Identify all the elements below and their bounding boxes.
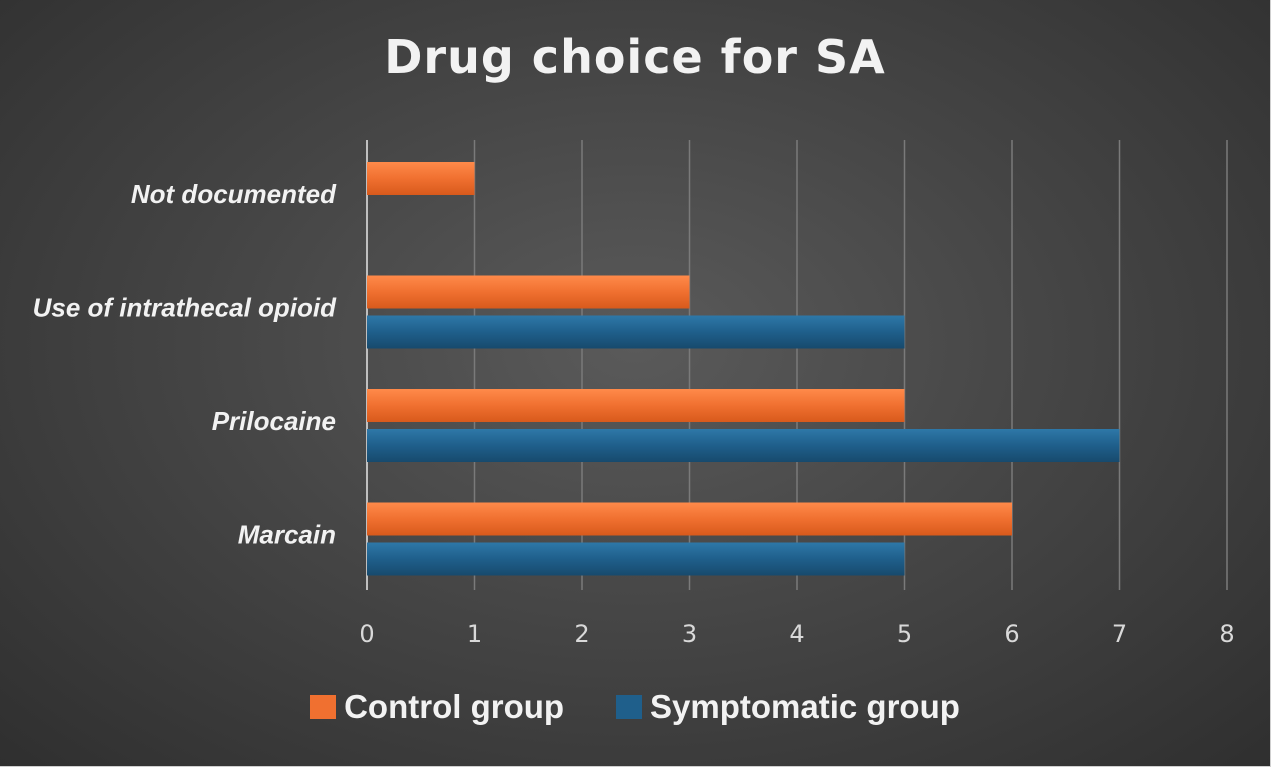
legend-label-symptomatic: Symptomatic group [650,688,960,725]
x-tick-label: 5 [897,620,912,648]
chart-title: Drug choice for SA [384,30,886,84]
x-tick-label: 7 [1112,620,1127,648]
legend-item-control: Control group [310,688,564,726]
category-label: Prilocaine [212,406,336,436]
legend-swatch-control [310,695,337,719]
x-tick-label: 8 [1219,620,1234,648]
x-tick-label: 0 [359,620,374,648]
x-tick-label: 6 [1004,620,1019,648]
bar-symptomatic-group [367,429,1120,462]
legend-item-symptomatic: Symptomatic group [616,688,960,726]
bar-control-group [367,502,1012,536]
legend-label-control: Control group [344,688,565,725]
x-tick-label: 4 [789,620,804,648]
legend: Control group Symptomatic group [0,688,1270,726]
category-label: Marcain [238,520,336,550]
x-tick-label: 3 [682,620,697,648]
bar-control-group [367,389,905,422]
bar-control-group [367,162,475,195]
x-tick-label: 1 [467,620,482,648]
x-tick-label: 2 [574,620,589,648]
legend-swatch-symptomatic [616,695,643,719]
bar-symptomatic-group [367,542,905,576]
category-label: Use of intrathecal opioid [33,293,337,323]
bar-symptomatic-group [367,315,905,349]
category-label: Not documented [131,179,337,209]
bar-control-group [367,275,690,309]
